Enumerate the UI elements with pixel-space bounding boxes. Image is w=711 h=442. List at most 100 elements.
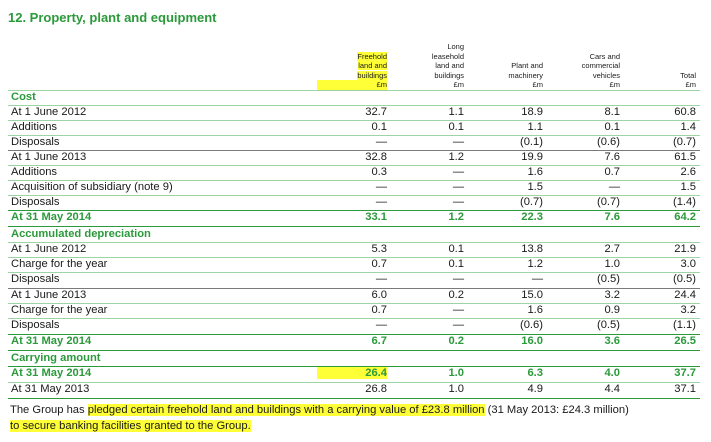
row-divider — [8, 288, 700, 289]
table-row: At 31 May 2013 26.8 1.0 4.9 4.4 37.1 — [8, 382, 700, 397]
table-row: At 1 June 2013 6.0 0.2 15.0 3.2 24.4 — [8, 288, 700, 303]
row-label: Cost — [11, 91, 36, 103]
table-cell: — — [375, 181, 387, 193]
row-divider — [8, 120, 700, 121]
total-row: At 31 May 2014 26.4 1.0 6.3 4.0 37.7 — [8, 366, 700, 381]
table-cell: 64.2 — [674, 211, 696, 223]
row-divider — [8, 350, 700, 351]
row-label: Acquisition of subsidiary (note 9) — [11, 181, 173, 193]
row-divider — [8, 382, 700, 383]
table-cell: 0.2 — [448, 289, 464, 301]
row-label: At 1 June 2013 — [11, 151, 87, 163]
footnote-line-2: to secure banking facilities granted to … — [10, 420, 251, 432]
table-cell: 7.6 — [604, 211, 620, 223]
table-cell: 33.1 — [365, 211, 387, 223]
row-divider — [8, 398, 700, 399]
table-cell: 1.2 — [527, 258, 543, 270]
total-row: At 31 May 2014 6.7 0.2 16.0 3.6 26.5 — [8, 334, 700, 349]
row-label: At 31 May 2013 — [11, 383, 90, 395]
table-cell: 0.1 — [448, 258, 464, 270]
row-label: Disposals — [11, 273, 60, 285]
column-header: Freehold land and buildings £m — [317, 51, 387, 90]
table-cell: — — [452, 181, 464, 193]
table-row: Acquisition of subsidiary (note 9) — — 1.5 —… — [8, 180, 700, 195]
table-cell: (0.6) — [519, 319, 543, 331]
table-cell: 4.4 — [604, 383, 620, 395]
table-row: At 1 June 2012 5.3 0.1 13.8 2.7 21.9 — [8, 242, 700, 257]
column-header-label: Freehold land and buildings — [357, 51, 387, 80]
table-cell: 8.1 — [604, 106, 620, 118]
table-cell: 6.3 — [527, 367, 543, 379]
row-divider — [8, 334, 700, 335]
table-row: At 1 June 2012 32.7 1.1 18.9 8.1 60.8 — [8, 105, 700, 120]
table-cell: 3.0 — [680, 258, 696, 270]
table-cell: 19.9 — [521, 151, 543, 163]
row-label: Charge for the year — [11, 304, 108, 316]
table-cell: — — [375, 273, 387, 285]
table-cell: 0.1 — [371, 121, 387, 133]
row-divider — [8, 105, 700, 106]
footnote-suffix: (31 May 2013: £24.3 million) — [484, 404, 629, 416]
table-cell: 1.5 — [527, 181, 543, 193]
row-label: At 31 May 2014 — [11, 335, 92, 347]
row-divider — [8, 195, 700, 196]
table-cell: 1.5 — [680, 181, 696, 193]
table-cell: 26.4 — [317, 367, 387, 379]
table-cell: 1.4 — [680, 121, 696, 133]
table-cell: 1.6 — [527, 304, 543, 316]
table-row: Disposals — — (0.1) (0.6) (0.7) — [8, 135, 700, 150]
table-cell: (1.1) — [672, 319, 696, 331]
table-cell: 3.2 — [680, 304, 696, 316]
table-cell: — — [452, 304, 464, 316]
table-cell: — — [452, 196, 464, 208]
table-cell: 0.7 — [604, 166, 620, 178]
table-row: Charge for the year 0.7 — 1.6 0.9 3.2 — [8, 303, 700, 318]
row-label: Disposals — [11, 136, 60, 148]
table-cell: — — [375, 319, 387, 331]
row-label: Charge for the year — [11, 258, 108, 270]
row-divider — [8, 226, 700, 227]
table-cell: 1.1 — [527, 121, 543, 133]
column-unit: £m — [685, 80, 696, 90]
row-label: Carrying amount — [11, 352, 101, 364]
footnote-prefix: The Group has — [10, 404, 88, 416]
table-cell: (0.1) — [519, 136, 543, 148]
column-header: Cars and commercial vehicles £m — [550, 52, 620, 90]
column-unit: £m — [532, 80, 543, 90]
column-header: Plant and machinery £m — [473, 61, 543, 90]
table-cell: — — [608, 181, 620, 193]
row-divider — [8, 303, 700, 304]
row-divider — [8, 90, 700, 91]
table-cell: 61.5 — [674, 151, 696, 163]
table-cell: 32.7 — [365, 106, 387, 118]
table-cell: 1.2 — [448, 211, 464, 223]
table-cell: 2.6 — [680, 166, 696, 178]
row-label: Accumulated depreciation — [11, 228, 151, 240]
section-header-row: Carrying amount — [8, 351, 700, 366]
row-label: At 1 June 2013 — [11, 289, 87, 301]
column-header: Long leasehold land and buildings £m — [394, 42, 464, 90]
column-header: Total £m — [626, 71, 696, 90]
table-cell: — — [531, 273, 543, 285]
section-header-row: Accumulated depreciation — [8, 227, 700, 242]
footnote-highlight: pledged certain freehold land and buildi… — [87, 404, 485, 416]
table-cell: 18.9 — [521, 106, 543, 118]
table-cell: 1.2 — [448, 151, 464, 163]
table-cell: 3.2 — [604, 289, 620, 301]
table-cell: 0.1 — [604, 121, 620, 133]
row-label: At 31 May 2014 — [11, 211, 92, 223]
table-cell: 0.7 — [371, 304, 387, 316]
table-cell: 1.0 — [604, 258, 620, 270]
table-cell: 6.0 — [371, 289, 387, 301]
row-divider — [8, 135, 700, 136]
table-cell: (0.5) — [672, 273, 696, 285]
table-cell: 37.7 — [674, 367, 696, 379]
table-row: Additions 0.3 — 1.6 0.7 2.6 — [8, 165, 700, 180]
table-cell: 5.3 — [371, 243, 387, 255]
table-cell: 6.7 — [371, 335, 387, 347]
row-label: At 31 May 2014 — [11, 367, 92, 379]
table-cell: (0.7) — [596, 196, 620, 208]
row-label: At 1 June 2012 — [11, 243, 87, 255]
table-cell: 4.9 — [527, 383, 543, 395]
table-cell: 24.4 — [674, 289, 696, 301]
